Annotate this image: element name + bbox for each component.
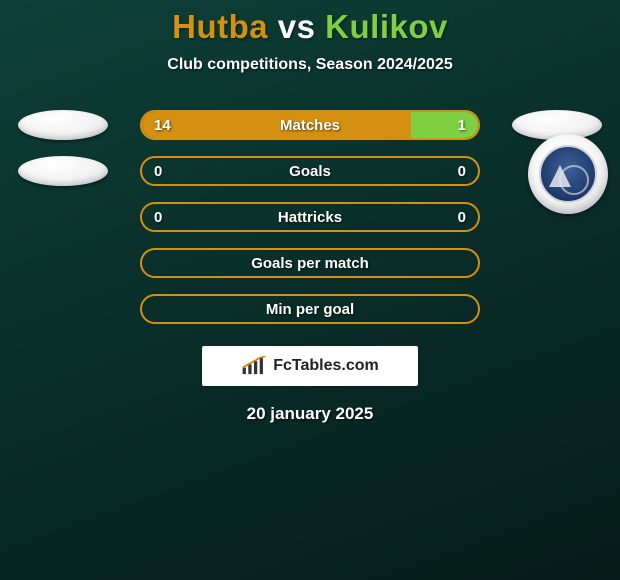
date-text: 20 january 2025	[0, 404, 620, 424]
player2-name: Kulikov	[325, 8, 448, 45]
stat-bar: 00Goals	[140, 156, 480, 186]
bars-icon	[241, 356, 267, 376]
stat-label: Hattricks	[142, 204, 478, 230]
player1-badge	[18, 156, 108, 186]
content-root: Hutba vs Kulikov Club competitions, Seas…	[0, 0, 620, 424]
stat-row-goals_per_match: Goals per match	[0, 240, 620, 286]
stat-bar: 141Matches	[140, 110, 480, 140]
source-logo-text: FcTables.com	[273, 357, 379, 375]
stat-bar: 00Hattricks	[140, 202, 480, 232]
stat-label: Goals per match	[142, 250, 478, 276]
vs-text: vs	[278, 8, 316, 45]
stat-bars-container: 141Matches 00Goals 00Hattricks Goals per ma…	[0, 102, 620, 332]
page-title: Hutba vs Kulikov	[0, 8, 620, 46]
player1-badge	[18, 110, 108, 140]
stat-label: Min per goal	[142, 296, 478, 322]
stat-row-matches: 141Matches	[0, 102, 620, 148]
placeholder-oval-icon	[18, 110, 108, 140]
placeholder-oval-icon	[18, 156, 108, 186]
stat-row-hattricks: 00Hattricks	[0, 194, 620, 240]
player1-name: Hutba	[172, 8, 268, 45]
source-logo: FcTables.com	[202, 346, 418, 386]
stat-row-goals: 00Goals	[0, 148, 620, 194]
stat-bar: Goals per match	[140, 248, 480, 278]
stat-label: Goals	[142, 158, 478, 184]
subtitle: Club competitions, Season 2024/2025	[0, 56, 620, 74]
stat-bar: Min per goal	[140, 294, 480, 324]
stat-row-min_per_goal: Min per goal	[0, 286, 620, 332]
stat-label: Matches	[142, 112, 478, 138]
